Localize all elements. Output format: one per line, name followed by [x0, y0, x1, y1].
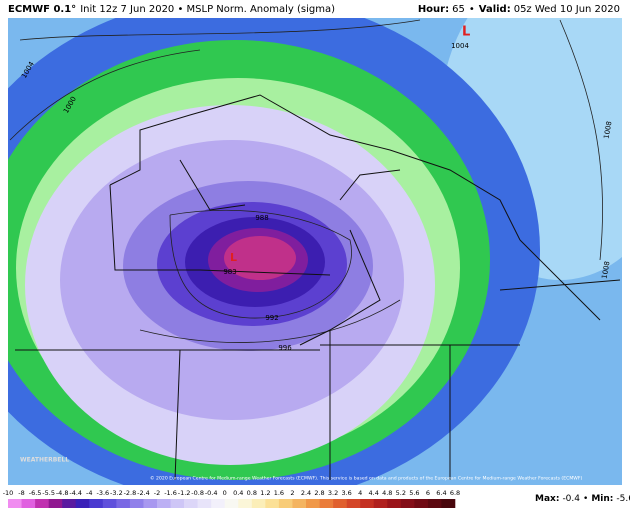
colorbar-label: 5.2: [396, 489, 406, 497]
isobar-label: 1008: [601, 261, 612, 280]
colorbar-swatch: [157, 499, 171, 508]
colorbar-label: 0: [223, 489, 227, 497]
low-marker: L: [462, 25, 470, 40]
isobar-label: 1008: [603, 121, 614, 140]
colorbar-swatch: [238, 499, 253, 508]
isobars: [9, 19, 603, 343]
colorbar-swatch: [170, 499, 185, 508]
colorbar-swatch: [102, 499, 117, 508]
colorbar-swatch: [8, 499, 22, 508]
title: Init 12z 7 Jun 2020 • MSLP Norm. Anomaly…: [80, 4, 335, 15]
isobar-label: 992: [265, 314, 278, 322]
colorbar-label: 2: [290, 489, 294, 497]
colorbar-label: -6.5: [29, 489, 42, 497]
colorbar-label: -3.2: [110, 489, 123, 497]
min-label: Min:: [591, 494, 613, 504]
colorbar-swatch: [427, 499, 442, 508]
colorbar-label: -1.6: [164, 489, 177, 497]
colorbar-label: -4: [86, 489, 92, 497]
valid: 05z Wed 10 Jun 2020: [514, 4, 620, 15]
colorbar-label: 4: [358, 489, 362, 497]
colorbar-swatch: [35, 499, 49, 508]
band: [224, 236, 296, 280]
colorbar-swatch: [265, 499, 280, 508]
colorbar-label: -0.4: [205, 489, 218, 497]
colorbar-label: -0.8: [191, 489, 204, 497]
colorbar-swatch: [292, 499, 307, 508]
colorbar-label: 2.8: [314, 489, 324, 497]
colorbar-label: -1.2: [178, 489, 191, 497]
hour-label: Hour:: [418, 4, 449, 15]
colorbar-swatch: [387, 499, 402, 508]
colorbar-label: 3.6: [341, 489, 351, 497]
logo: WEATHERBELL: [20, 457, 69, 464]
colorbar-swatch: [251, 499, 266, 508]
borders: [15, 94, 621, 481]
isobar-label: 1004: [451, 42, 469, 50]
header-left: ECMWF 0.1° Init 12z 7 Jun 2020 • MSLP Nor…: [8, 4, 335, 15]
colorbar-swatch: [333, 499, 347, 508]
colorbar-label: 4.4: [369, 489, 379, 497]
colorbar-label: -4.4: [69, 489, 82, 497]
sep: •: [469, 4, 475, 15]
stats: Max:-0.4•Min:-5.6: [535, 494, 630, 504]
header-right: Hour: 65 • Valid: 05z Wed 10 Jun 2020: [418, 4, 620, 15]
colorbar-label: -10: [3, 489, 14, 497]
colorbar-swatch: [306, 499, 320, 508]
colorbar-swatch: [143, 499, 158, 508]
colorbar-swatch: [224, 499, 239, 508]
colorbar-label: 0.8: [247, 489, 257, 497]
colorbar-label: -5.5: [42, 489, 55, 497]
colorbar-label: -2.8: [124, 489, 137, 497]
colorbar-swatch: [116, 499, 131, 508]
colorbar-swatch: [441, 499, 456, 508]
colorbar-label: 0.4: [233, 489, 243, 497]
colorbar-swatch: [373, 499, 388, 508]
sep: •: [583, 494, 588, 504]
min: -5.6: [616, 494, 630, 504]
colorbar-label: -4.8: [56, 489, 69, 497]
colorbar-swatch: [346, 499, 361, 508]
colorbar-swatch: [75, 499, 90, 508]
isobar-label: 988: [255, 214, 268, 222]
model: ECMWF 0.1°: [8, 4, 76, 15]
isobar-label: 996: [278, 344, 292, 352]
colorbar-swatch: [414, 499, 429, 508]
colorbar-swatch: [21, 499, 36, 508]
colorbar-label: -2: [154, 489, 160, 497]
colorbar-swatch: [48, 499, 63, 508]
colorbar-swatch: [400, 499, 415, 508]
copyright: © 2020 European Centre for Medium-range …: [150, 475, 582, 482]
isobar-label: 983: [223, 268, 236, 276]
colorbar-label: 2.4: [301, 489, 311, 497]
colorbar-label: 1.2: [260, 489, 270, 497]
colorbar-swatch: [62, 499, 77, 508]
colorbar-label: -8: [18, 489, 24, 497]
colorbar-swatch: [211, 499, 226, 508]
colorbar-label: 3.2: [328, 489, 338, 497]
valid-label: Valid:: [479, 4, 511, 15]
colorbar-label: 6.8: [450, 489, 460, 497]
colorbar-swatch: [89, 499, 104, 508]
colorbar-label: 6.4: [436, 489, 446, 497]
hour: 65: [452, 4, 465, 15]
colorbar-label: 4.8: [382, 489, 392, 497]
max: -0.4: [562, 494, 580, 504]
map: L L © 2020 European Centre for Medium-ra…: [8, 18, 622, 485]
colorbar-label: 1.6: [274, 489, 284, 497]
colorbar-label: -3.6: [96, 489, 109, 497]
colorbar-swatch: [129, 499, 144, 508]
colorbar-label: 6: [426, 489, 430, 497]
colorbar-swatch: [184, 499, 198, 508]
low-marker: L: [230, 251, 237, 264]
colorbar-label: 5.6: [409, 489, 419, 497]
max-label: Max:: [535, 494, 559, 504]
colorbar-swatch: [278, 499, 293, 508]
colorbar-label: -2.4: [137, 489, 150, 497]
colorbar-swatch: [319, 499, 334, 508]
colorbar-swatch: [197, 499, 212, 508]
colorbar-swatch: [360, 499, 375, 508]
